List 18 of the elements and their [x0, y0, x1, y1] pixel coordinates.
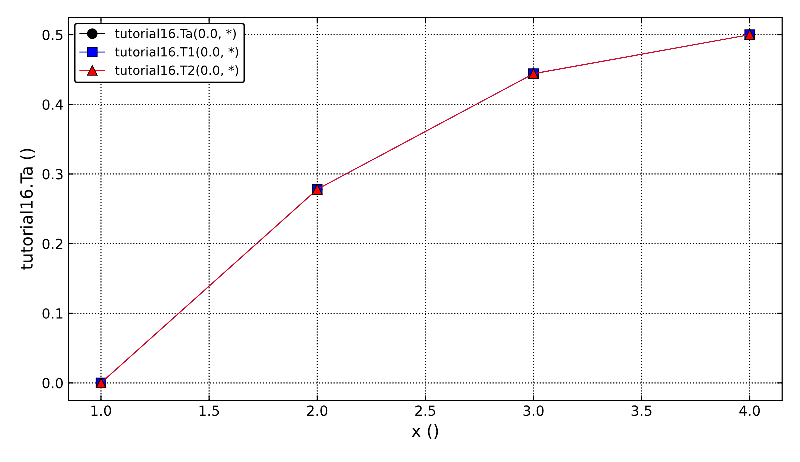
- x-axis-title: x (): [412, 424, 438, 440]
- x-tick-label: 2.0: [307, 406, 328, 416]
- y-tick-label: 0.0: [42, 378, 64, 389]
- x-tick-label: 2.5: [416, 406, 436, 416]
- x-tick-label: 3.0: [524, 406, 544, 416]
- x-tick-label: 1.5: [200, 406, 220, 416]
- y-tick-label: 0.1: [42, 308, 63, 319]
- legend-label: tutorial16.Ta(0.0, *): [115, 28, 236, 40]
- x-tick-label: 1.0: [92, 406, 112, 416]
- y-tick-label: 0.3: [42, 169, 63, 180]
- y-axis-title: tutorial16.Ta (): [20, 149, 36, 270]
- legend-label: tutorial16.T2(0.0, *): [115, 66, 238, 77]
- y-tick-label: 0.5: [42, 30, 63, 40]
- x-tick-label: 4.0: [740, 406, 760, 416]
- legend-label: tutorial16.T1(0.0, *): [115, 47, 238, 58]
- y-tick-label: 0.2: [42, 238, 63, 250]
- y-tick-label: 0.4: [42, 100, 64, 110]
- x-tick-label: 3.5: [632, 406, 652, 416]
